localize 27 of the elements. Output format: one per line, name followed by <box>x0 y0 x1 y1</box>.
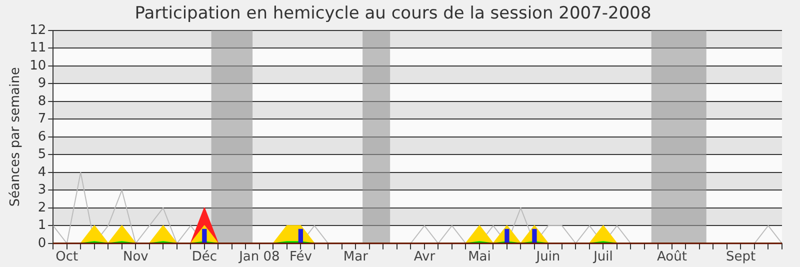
x-tick-label: Juil <box>592 250 613 265</box>
x-tick-label: Juin <box>535 250 560 265</box>
x-tick-label: Mai <box>468 250 491 265</box>
x-tick-label: Oct <box>56 250 78 265</box>
y-tick-label: 12 <box>30 22 46 38</box>
x-tick-label: Nov <box>122 250 149 265</box>
x-tick-label: Avr <box>414 250 436 265</box>
y-axis-title: Séances par semaine <box>8 67 24 207</box>
y-tick-label: 4 <box>38 164 46 180</box>
y-tick-label: 0 <box>38 236 46 251</box>
x-tick-label: Déc <box>192 250 217 265</box>
x-tick-label: Mar <box>343 250 369 265</box>
x-tick-label: Août <box>657 250 687 265</box>
y-tick-label: 11 <box>30 40 46 56</box>
x-tick-label: Sept <box>726 250 756 265</box>
chart-title: Participation en hemicycle au cours de la session 2007-2008 <box>134 4 652 24</box>
y-tick-label: 3 <box>38 182 46 198</box>
y-tick-label: 7 <box>38 112 46 127</box>
x-tick-label: Fév <box>289 250 312 265</box>
y-tick-label: 10 <box>30 58 46 74</box>
y-tick-label: 6 <box>38 129 46 144</box>
y-tick-label: 2 <box>38 200 46 216</box>
y-tick-label: 1 <box>38 218 46 234</box>
y-tick-label: 8 <box>38 94 46 109</box>
y-tick-label: 5 <box>38 147 46 162</box>
y-tick-label: 9 <box>38 76 46 92</box>
x-tick-label: Jan 08 <box>238 250 280 265</box>
